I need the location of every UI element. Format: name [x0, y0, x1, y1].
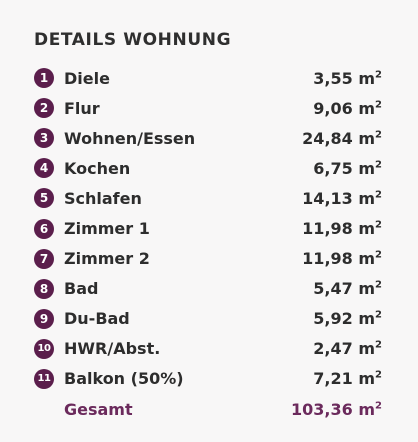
unit-base: m	[358, 339, 376, 359]
room-area: 5,47 m2	[313, 279, 382, 298]
unit-exponent: 2	[375, 249, 382, 261]
room-list: 1 Diele 3,55 m2 2 Flur 9,06 m2 3 Wohnen/Essen 24…	[34, 63, 382, 424]
total-label: Gesamt	[64, 399, 133, 419]
room-row: 4 Kochen 6,75 m2	[34, 153, 382, 183]
room-area: 5,92 m2	[313, 309, 382, 328]
unit-base: m	[358, 128, 376, 148]
room-number-badge: 6	[34, 218, 54, 239]
section-title: DETAILS WOHNUNG	[34, 30, 232, 50]
room-area-value: 5,47	[313, 279, 353, 299]
room-number-badge: 1	[34, 68, 54, 89]
room-area: 24,84 m2	[302, 129, 382, 148]
room-area: 11,98 m2	[302, 249, 382, 268]
unit-base: m	[358, 68, 376, 88]
room-area-value: 7,21	[313, 369, 353, 389]
unit-base: m	[358, 369, 376, 389]
unit-base: m	[358, 219, 376, 239]
room-area-value: 5,92	[313, 309, 353, 329]
room-row: 3 Wohnen/Essen 24,84 m2	[34, 123, 382, 153]
unit-exponent: 2	[375, 99, 382, 111]
room-number-badge: 11	[34, 368, 54, 389]
room-row: 2 Flur 9,06 m2	[34, 93, 382, 123]
room-area: 11,98 m2	[302, 219, 382, 238]
room-area: 9,06 m2	[313, 99, 382, 118]
room-name: Flur	[64, 98, 100, 118]
room-row: 11 Balkon (50%) 7,21 m2	[34, 364, 382, 394]
total-area-value: 103,36	[291, 399, 353, 419]
room-number-badge: 5	[34, 188, 54, 209]
unit-exponent: 2	[375, 69, 382, 81]
room-area-value: 6,75	[313, 158, 353, 178]
room-number-badge: 4	[34, 158, 54, 179]
total-row: Gesamt 103,36 m2	[34, 394, 382, 424]
room-area: 3,55 m2	[313, 69, 382, 88]
room-area: 14,13 m2	[302, 189, 382, 208]
room-name: Wohnen/Essen	[64, 128, 196, 148]
unit-exponent: 2	[375, 189, 382, 201]
unit-base: m	[358, 98, 376, 118]
unit-base: m	[358, 249, 376, 269]
room-name: Du-Bad	[64, 309, 130, 329]
room-name: Kochen	[64, 158, 131, 178]
room-area-value: 11,98	[302, 219, 353, 239]
room-row: 9 Du-Bad 5,92 m2	[34, 304, 382, 334]
room-row: 6 Zimmer 1 11,98 m2	[34, 213, 382, 243]
room-area-value: 2,47	[313, 339, 353, 359]
unit-base: m	[358, 279, 376, 299]
unit-exponent: 2	[375, 340, 382, 352]
unit-base: m	[358, 309, 376, 329]
room-area-value: 24,84	[302, 128, 353, 148]
unit-exponent: 2	[375, 219, 382, 231]
room-area: 2,47 m2	[313, 339, 382, 358]
room-name: Zimmer 2	[64, 249, 150, 269]
unit-exponent: 2	[375, 159, 382, 171]
room-name: Balkon (50%)	[64, 369, 184, 389]
unit-exponent: 2	[375, 309, 382, 321]
unit-exponent: 2	[375, 279, 382, 291]
room-area-value: 11,98	[302, 249, 353, 269]
unit-exponent: 2	[375, 400, 382, 412]
room-area-value: 9,06	[313, 98, 353, 118]
room-name: Zimmer 1	[64, 219, 150, 239]
unit-base: m	[358, 158, 376, 178]
room-name: Diele	[64, 68, 110, 88]
room-row: 1 Diele 3,55 m2	[34, 63, 382, 93]
room-name: Bad	[64, 279, 99, 299]
unit-exponent: 2	[375, 129, 382, 141]
room-name: Schlafen	[64, 188, 142, 208]
room-area: 7,21 m2	[313, 369, 382, 388]
room-number-badge: 2	[34, 98, 54, 119]
room-area-value: 14,13	[302, 188, 353, 208]
room-number-badge: 7	[34, 248, 54, 269]
room-row: 8 Bad 5,47 m2	[34, 274, 382, 304]
room-row: 5 Schlafen 14,13 m2	[34, 183, 382, 213]
room-number-badge: 9	[34, 308, 54, 329]
room-row: 7 Zimmer 2 11,98 m2	[34, 244, 382, 274]
room-number-badge: 8	[34, 278, 54, 299]
room-number-badge: 3	[34, 128, 54, 149]
room-number-badge: 10	[34, 338, 54, 359]
room-row: 10 HWR/Abst. 2,47 m2	[34, 334, 382, 364]
unit-base: m	[358, 188, 376, 208]
unit-exponent: 2	[375, 370, 382, 382]
room-name: HWR/Abst.	[64, 339, 161, 359]
room-area: 6,75 m2	[313, 159, 382, 178]
room-area-value: 3,55	[313, 68, 353, 88]
unit-base: m	[358, 399, 376, 419]
total-area: 103,36 m2	[291, 400, 382, 419]
